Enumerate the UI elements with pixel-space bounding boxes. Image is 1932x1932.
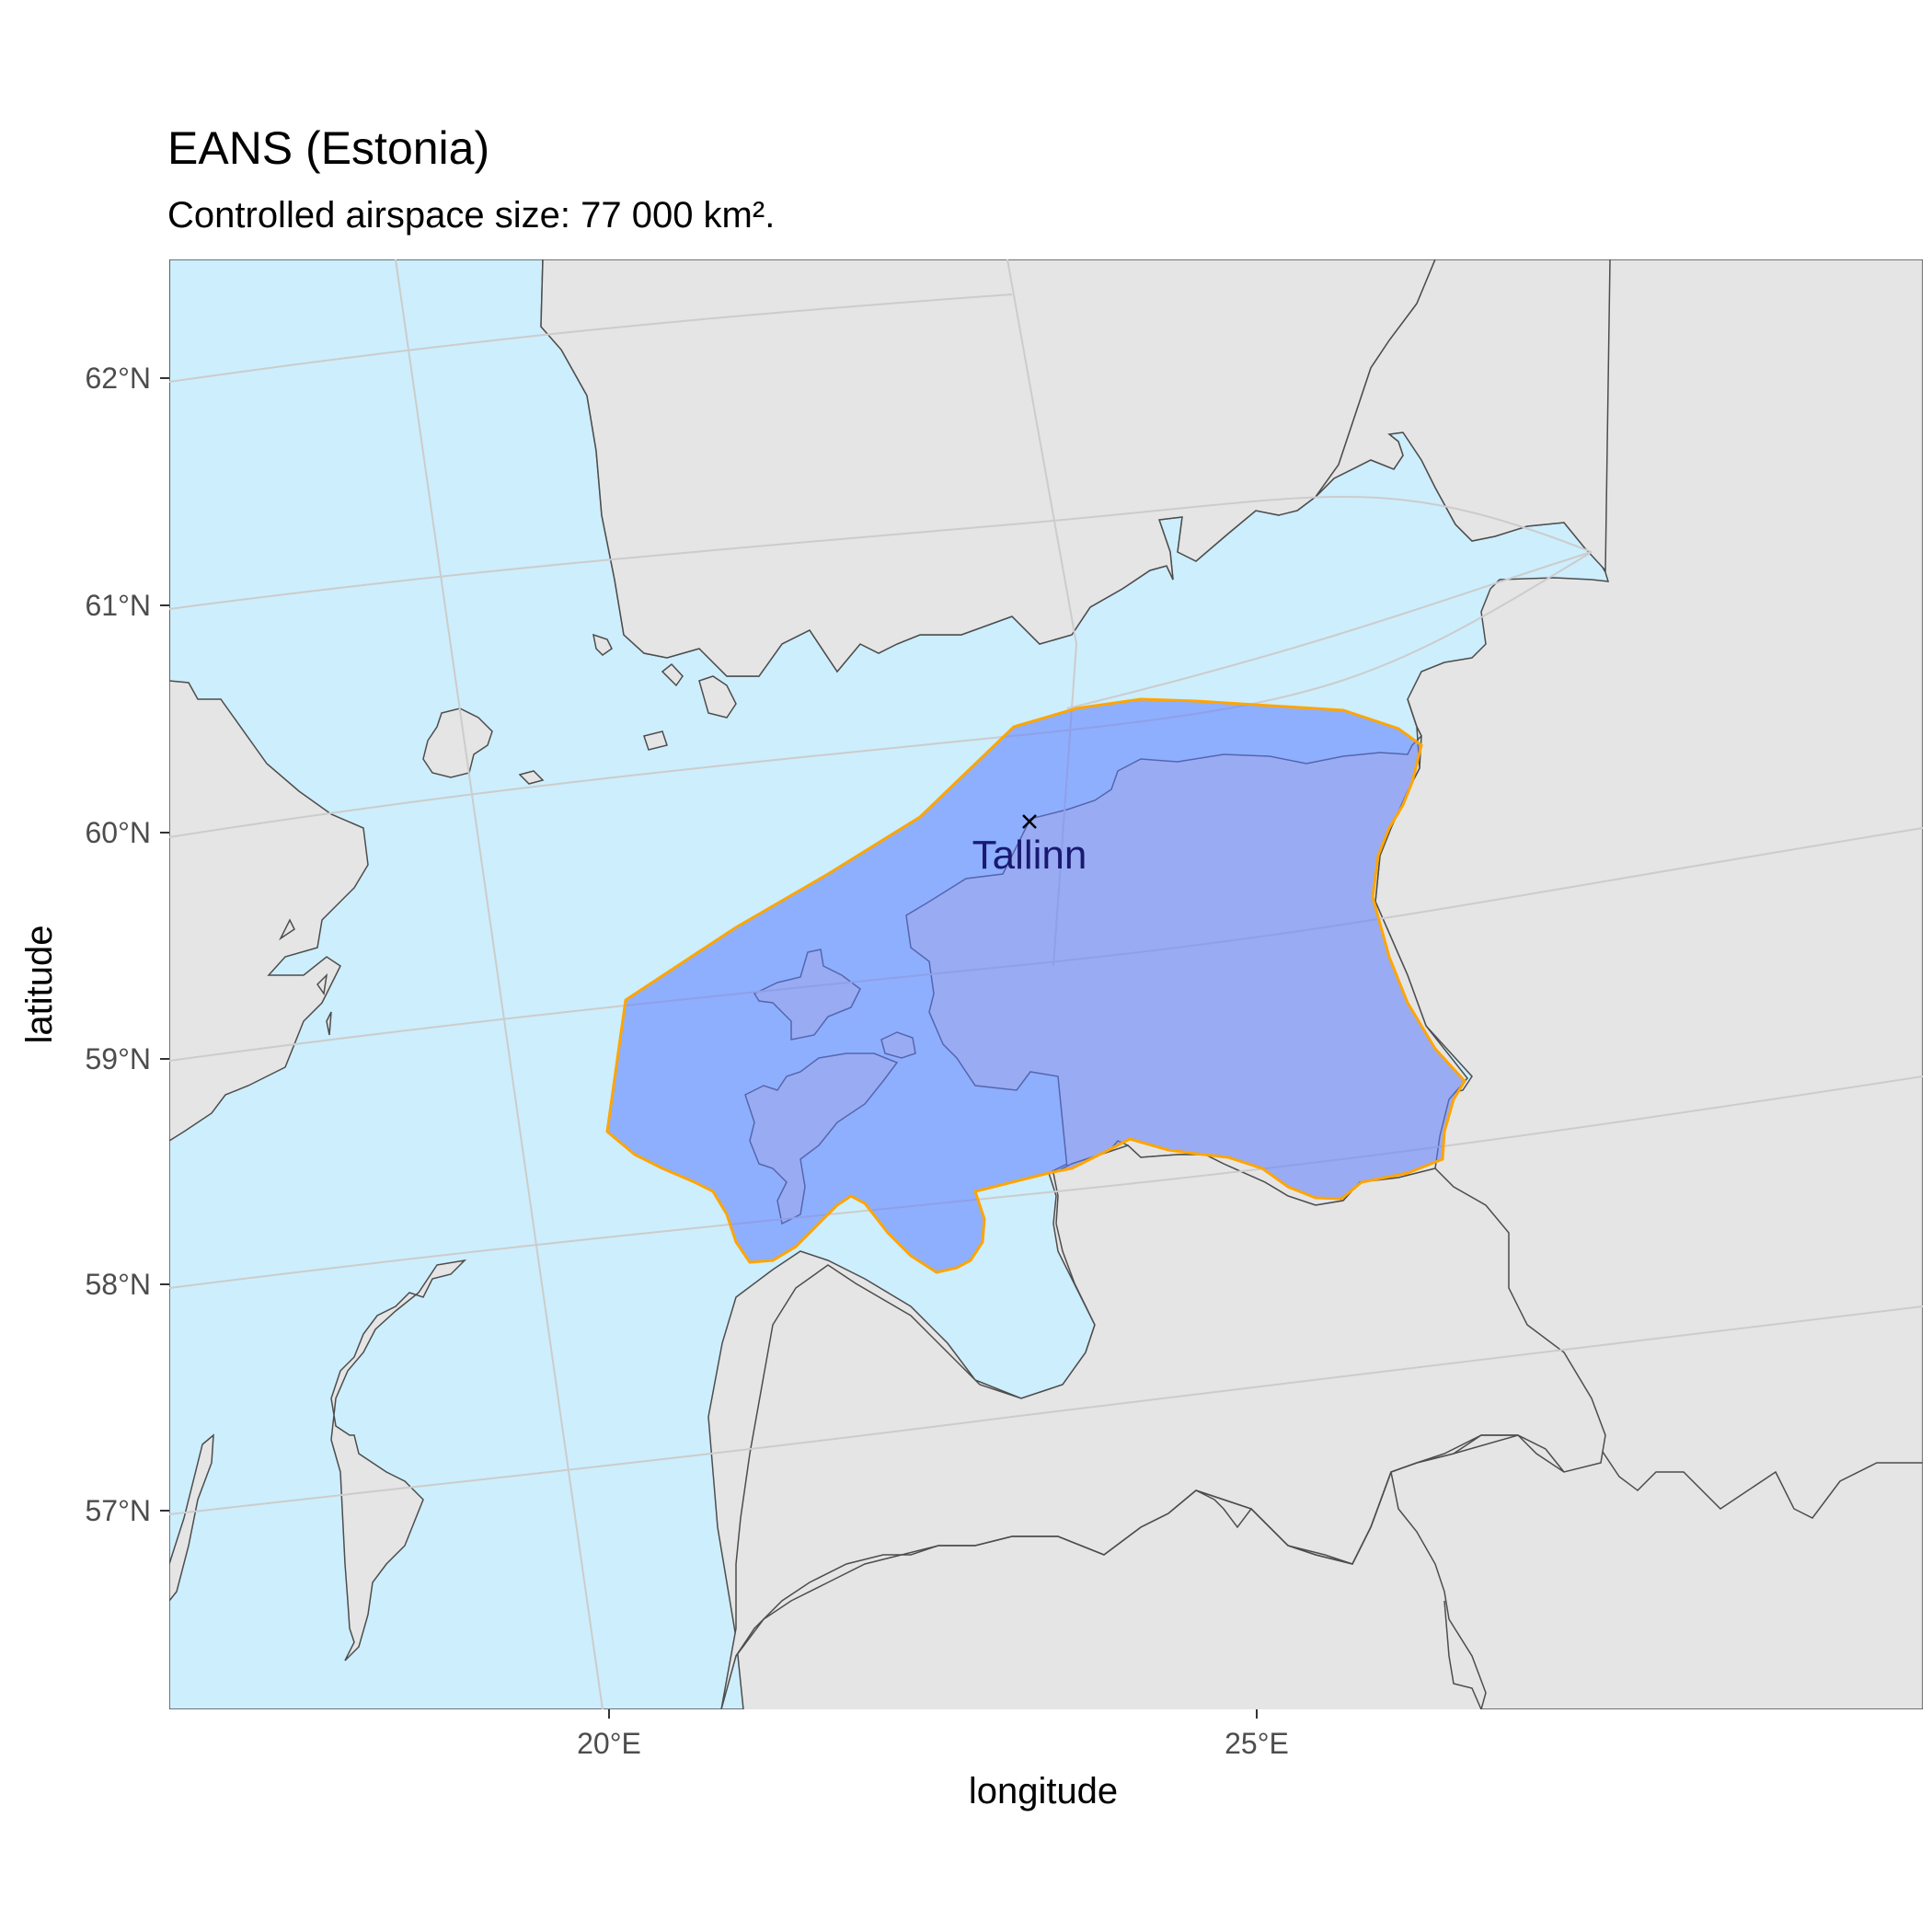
- finland-coast: [540, 259, 1436, 677]
- gotland-island: [330, 1259, 467, 1662]
- y-tick-label: 62°N: [86, 362, 152, 395]
- tallinn-marker: [1022, 814, 1037, 829]
- latvia-south-border: [735, 1434, 1565, 1657]
- y-tick-label: 59°N: [86, 1042, 152, 1075]
- belarus-border: [1443, 1600, 1482, 1709]
- y-axis: 62°N 61°N 60°N 59°N 58°N 57°N: [86, 362, 169, 1527]
- y-tick-label: 60°N: [86, 816, 152, 849]
- map-title: EANS (Estonia): [167, 122, 490, 174]
- y-tick-label: 57°N: [86, 1494, 152, 1527]
- map-subtitle: Controlled airspace size: 77 000 km².: [167, 195, 776, 236]
- russia-landmass: [1315, 259, 1923, 1709]
- tallinn-label: Tallinn: [972, 833, 1087, 878]
- y-axis-title: latitude: [19, 926, 60, 1044]
- sweden-landmass: [169, 259, 369, 1142]
- x-tick-label: 20°E: [577, 1727, 641, 1760]
- y-tick-label: 58°N: [86, 1268, 152, 1301]
- x-axis: 20°E 25°E: [577, 1709, 1289, 1760]
- x-tick-label: 25°E: [1225, 1727, 1289, 1760]
- eans-airspace-polygon: [605, 697, 1466, 1274]
- x-axis-title: longitude: [969, 1771, 1118, 1811]
- aland-islands: [279, 633, 737, 1036]
- oland-island: [169, 1433, 214, 1603]
- map-panel: Tallinn: [169, 259, 1923, 1709]
- y-tick-label: 61°N: [86, 589, 152, 622]
